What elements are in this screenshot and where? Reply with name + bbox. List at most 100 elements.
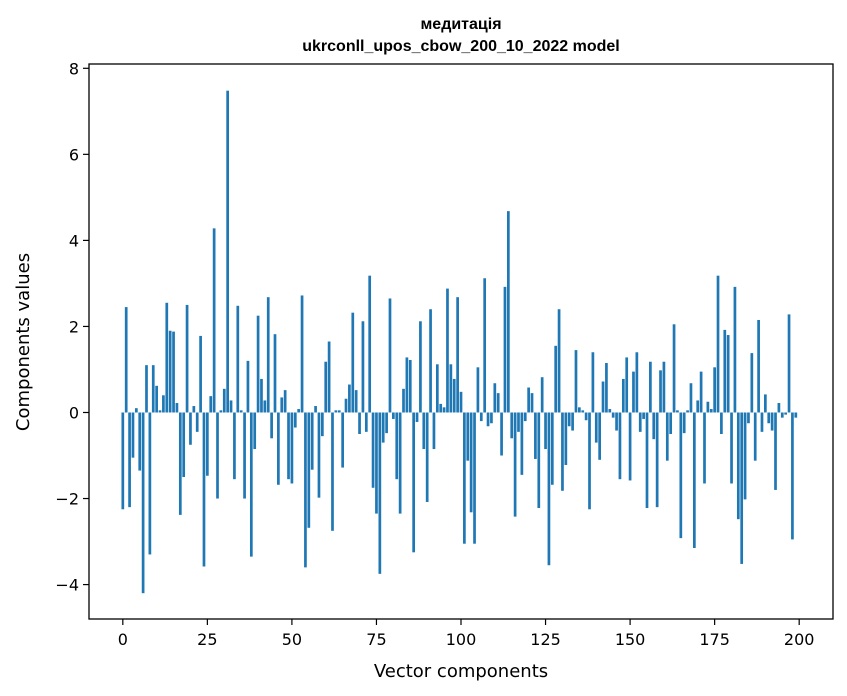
bar-90: [425, 412, 429, 502]
bar-91: [429, 309, 432, 413]
bar-108: [486, 412, 490, 427]
bar-54: [304, 412, 307, 568]
bar-1: [124, 307, 128, 413]
bar-65: [341, 412, 344, 468]
bar-151: [632, 371, 635, 413]
bar-107: [483, 278, 487, 413]
bar-155: [645, 412, 649, 508]
bar-174: [709, 409, 713, 413]
bar-121: [530, 393, 534, 413]
bar-101: [463, 412, 466, 544]
bar-167: [686, 410, 689, 413]
bar-59: [320, 412, 324, 437]
bar-64: [337, 410, 341, 413]
bar-199: [794, 412, 798, 418]
bar-83: [402, 388, 405, 413]
bar-15: [172, 331, 175, 413]
bar-53: [300, 295, 304, 413]
bar-145: [611, 412, 615, 418]
bar-120: [527, 387, 530, 413]
bar-176: [716, 275, 720, 413]
bar-112: [500, 412, 503, 456]
bar-38: [249, 412, 253, 557]
bar-165: [679, 412, 683, 539]
bar-50: [290, 412, 294, 484]
x-tick-label: 0: [118, 630, 128, 649]
bar-187: [753, 412, 757, 461]
bar-32: [229, 400, 233, 413]
bar-103: [469, 412, 473, 513]
bar-100: [459, 391, 463, 413]
bar-45: [273, 334, 277, 413]
bar-143: [605, 363, 608, 413]
bar-134: [574, 350, 578, 413]
bar-152: [635, 352, 639, 413]
bar-9: [151, 365, 155, 413]
bar-66: [344, 398, 348, 413]
bar-183: [740, 412, 744, 564]
bar-117: [517, 412, 520, 432]
bar-162: [669, 412, 673, 434]
bar-111: [496, 393, 500, 413]
bar-55: [307, 412, 311, 528]
bar-72: [364, 412, 368, 432]
bar-130: [561, 412, 564, 491]
bar-5: [138, 412, 142, 471]
x-tick-label: 100: [446, 630, 477, 649]
bar-197: [787, 314, 791, 413]
chart-title-line1: медитація: [420, 16, 501, 33]
bar-115: [510, 412, 514, 439]
bar-128: [554, 345, 558, 413]
y-tick-label: −2: [55, 490, 79, 509]
bar-97: [449, 364, 453, 413]
bar-77: [381, 412, 385, 443]
bar-150: [628, 412, 632, 481]
bar-42: [263, 400, 267, 413]
bar-96: [446, 288, 449, 413]
bar-52: [297, 409, 301, 413]
x-axis-ticks: 0 25 50 75 100 125 150 175 200: [118, 619, 815, 649]
bar-113: [503, 286, 507, 413]
bar-177: [720, 412, 723, 434]
bars-group: [121, 90, 798, 594]
bar-25: [206, 412, 209, 476]
bar-154: [642, 412, 645, 419]
bar-186: [750, 353, 754, 413]
bar-63: [334, 410, 338, 413]
bar-40: [256, 315, 260, 413]
bar-181: [733, 286, 737, 413]
bar-106: [479, 412, 483, 422]
bar-23: [199, 335, 202, 413]
x-tick-label: 50: [282, 630, 302, 649]
bar-28: [216, 412, 219, 499]
x-tick-label: 75: [366, 630, 386, 649]
bar-109: [490, 412, 493, 424]
bar-16: [175, 403, 179, 413]
bar-123: [537, 412, 541, 508]
bar-73: [368, 275, 372, 413]
bar-122: [534, 412, 537, 459]
bar-166: [682, 412, 686, 434]
bar-37: [246, 360, 250, 413]
y-tick-label: −4: [55, 576, 79, 595]
bar-94: [439, 403, 443, 413]
bar-191: [767, 412, 771, 424]
bar-132: [567, 412, 571, 427]
bar-126: [547, 412, 551, 566]
bar-87: [415, 412, 419, 422]
bar-7: [145, 365, 148, 413]
bar-118: [520, 412, 524, 475]
bar-93: [435, 364, 439, 413]
bar-129: [557, 309, 561, 413]
bar-147: [618, 412, 622, 480]
bar-81: [395, 412, 399, 480]
bar-168: [689, 383, 693, 413]
bar-46: [277, 412, 280, 485]
bar-131: [564, 412, 568, 465]
bar-80: [392, 412, 395, 419]
bar-49: [287, 412, 290, 480]
bar-110: [493, 383, 497, 413]
x-tick-label: 200: [784, 630, 815, 649]
bar-14: [168, 330, 172, 413]
